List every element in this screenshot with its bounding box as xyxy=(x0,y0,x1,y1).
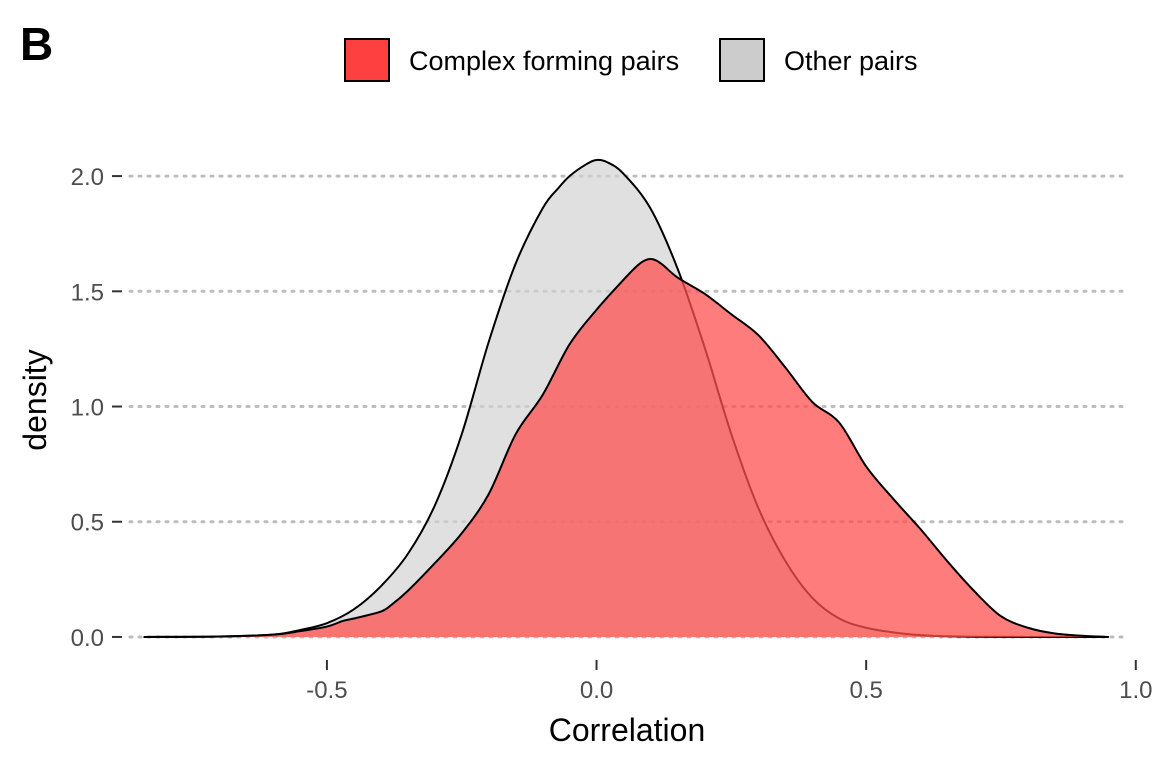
legend-swatch-complex-forming-pairs xyxy=(344,38,390,82)
x-tick-label: 0.0 xyxy=(580,677,613,704)
y-tick-label: 1.0 xyxy=(71,395,104,422)
axes: 0.0 0.5 1.0 1.5 2.0 -0.5 0.0 0.5 1.0 xyxy=(71,164,1152,704)
y-tick-label: 2.0 xyxy=(71,164,104,191)
legend-label-other-pairs: Other pairs xyxy=(784,46,918,76)
y-tick-label: 0.0 xyxy=(71,625,104,652)
legend-label-complex-forming-pairs: Complex forming pairs xyxy=(409,46,679,76)
legend-swatch-other-pairs xyxy=(719,38,765,82)
panel-label: B xyxy=(20,18,53,70)
density-line-complex-forming-pairs xyxy=(143,258,1109,638)
x-axis-title: Correlation xyxy=(549,712,706,748)
x-tick-label: 1.0 xyxy=(1119,677,1152,704)
x-tick-label: 0.5 xyxy=(849,677,882,704)
x-tick-label: -0.5 xyxy=(306,677,347,704)
legend: Complex forming pairs Other pairs xyxy=(344,38,918,82)
density-area-complex-forming-pairs xyxy=(143,259,1109,637)
y-axis-title: density xyxy=(17,349,53,450)
y-tick-label: 1.5 xyxy=(71,279,104,306)
density-series xyxy=(143,158,1109,638)
y-tick-label: 0.5 xyxy=(71,510,104,537)
